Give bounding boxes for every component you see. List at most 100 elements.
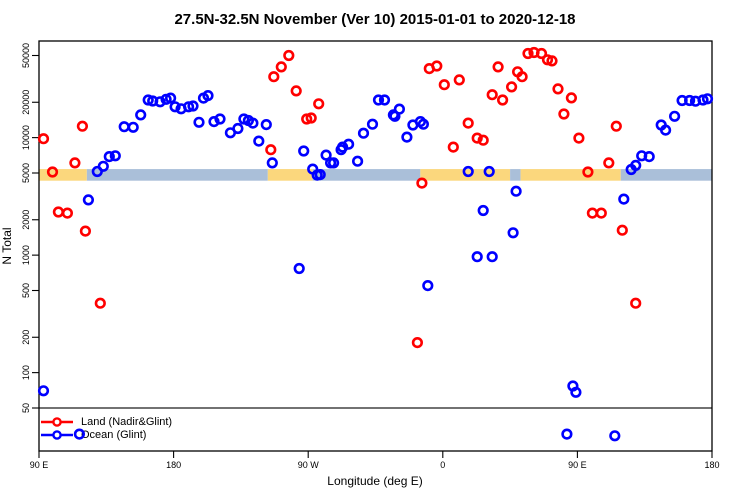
data-point-land [423, 62, 435, 75]
data-point-ocean [417, 118, 430, 130]
data-point-ocean [683, 94, 696, 107]
data-point-land [595, 207, 607, 219]
data-point-ocean [97, 160, 109, 172]
data-point-ocean [655, 119, 667, 131]
data-point-ocean [193, 116, 205, 128]
data-point-ocean [109, 150, 121, 162]
data-point-land [616, 224, 628, 236]
data-point-ocean [82, 194, 94, 206]
plot-border [38, 40, 713, 452]
data-point-land [506, 81, 518, 93]
data-point-ocean [169, 101, 181, 113]
data-point-land [492, 61, 504, 73]
data-point-land [586, 207, 599, 219]
data-point-ocean [314, 169, 326, 181]
data-point-ocean [567, 380, 579, 392]
legend-marker-ocean-icon [41, 429, 73, 440]
data-point-land [69, 157, 81, 169]
reference-band-segment [86, 169, 268, 181]
data-point-ocean [352, 155, 364, 167]
y-tick-label: 5000 [21, 163, 31, 183]
data-point-ocean [311, 169, 323, 181]
data-point-land [76, 120, 88, 132]
data-point-ocean [609, 430, 621, 442]
data-point-land [471, 132, 483, 144]
data-point-ocean [160, 93, 172, 105]
data-point-ocean [471, 251, 483, 263]
data-point-land [46, 166, 59, 178]
data-point-land [94, 297, 106, 309]
data-point-land [573, 132, 585, 144]
data-point-land [431, 60, 443, 72]
data-point-ocean [337, 141, 349, 153]
data-point-ocean [328, 157, 340, 169]
data-point-ocean [689, 95, 702, 107]
legend-label-land: Land (Nadir&Glint) [81, 415, 173, 428]
data-point-ocean [486, 251, 498, 263]
x-tick-label: 0 [440, 460, 445, 470]
data-point-land [305, 112, 317, 124]
data-point-ocean [118, 121, 130, 133]
data-point-ocean [103, 151, 115, 163]
data-point-land [79, 225, 91, 237]
data-point-ocean [697, 94, 709, 106]
data-point-ocean [343, 138, 355, 150]
data-point-ocean [618, 193, 630, 205]
data-point-ocean [510, 185, 522, 197]
data-point-land [546, 55, 558, 67]
legend-row-land: Land (Nadir&Glint) [40, 415, 172, 428]
legend: Land (Nadir&Glint) Ocean (Glint) [40, 415, 172, 441]
data-point-land [37, 133, 50, 145]
data-point-land [630, 297, 642, 309]
data-point-ocean [659, 124, 672, 136]
data-point-ocean [335, 144, 347, 156]
reference-band-segment [520, 169, 621, 181]
data-point-ocean [462, 165, 474, 178]
data-point-land [462, 117, 474, 129]
y-tick-label: 20000 [21, 90, 31, 115]
data-point-ocean [242, 114, 254, 127]
data-point-ocean [127, 121, 139, 133]
y-tick-label: 100 [21, 365, 31, 380]
reference-band-segment [267, 169, 313, 181]
data-point-ocean [507, 227, 519, 239]
data-point-land [265, 144, 277, 156]
data-point-land [511, 66, 524, 78]
data-point-land [610, 120, 622, 132]
data-point-land [268, 71, 280, 83]
x-tick-label: 90 E [568, 460, 587, 470]
data-point-ocean [643, 151, 655, 163]
y-tick-label: 1000 [21, 245, 31, 265]
data-point-ocean [154, 96, 166, 108]
y-tick-label: 500 [21, 283, 31, 298]
data-point-ocean [165, 92, 177, 104]
data-point-land [411, 337, 424, 349]
data-point-ocean [422, 280, 434, 292]
data-point-ocean [298, 145, 310, 157]
data-point-land [535, 47, 548, 60]
data-point-ocean [232, 122, 244, 135]
data-point-ocean [378, 94, 391, 106]
data-point-land [61, 207, 74, 219]
reference-band-segment [420, 169, 511, 181]
data-point-ocean [357, 127, 370, 139]
data-point-land [603, 157, 615, 169]
data-point-ocean [414, 115, 427, 128]
y-tick-label: 2000 [21, 210, 31, 230]
data-point-ocean [676, 94, 688, 107]
data-point-ocean [372, 94, 385, 106]
data-point-land [301, 113, 313, 125]
x-tick-label: 180 [166, 460, 181, 470]
data-point-ocean [197, 92, 210, 104]
x-tick-label: 180 [704, 460, 719, 470]
data-point-ocean [142, 94, 154, 106]
legend-label-ocean: Ocean (Glint) [81, 428, 147, 441]
data-point-ocean [483, 165, 495, 178]
data-point-ocean [630, 159, 642, 171]
data-point-land [558, 108, 570, 120]
data-point-ocean [366, 118, 379, 130]
data-point-ocean [224, 127, 236, 139]
data-point-land [528, 46, 540, 59]
reference-band-segment [39, 169, 87, 181]
x-tick-label: 90 W [298, 460, 320, 470]
